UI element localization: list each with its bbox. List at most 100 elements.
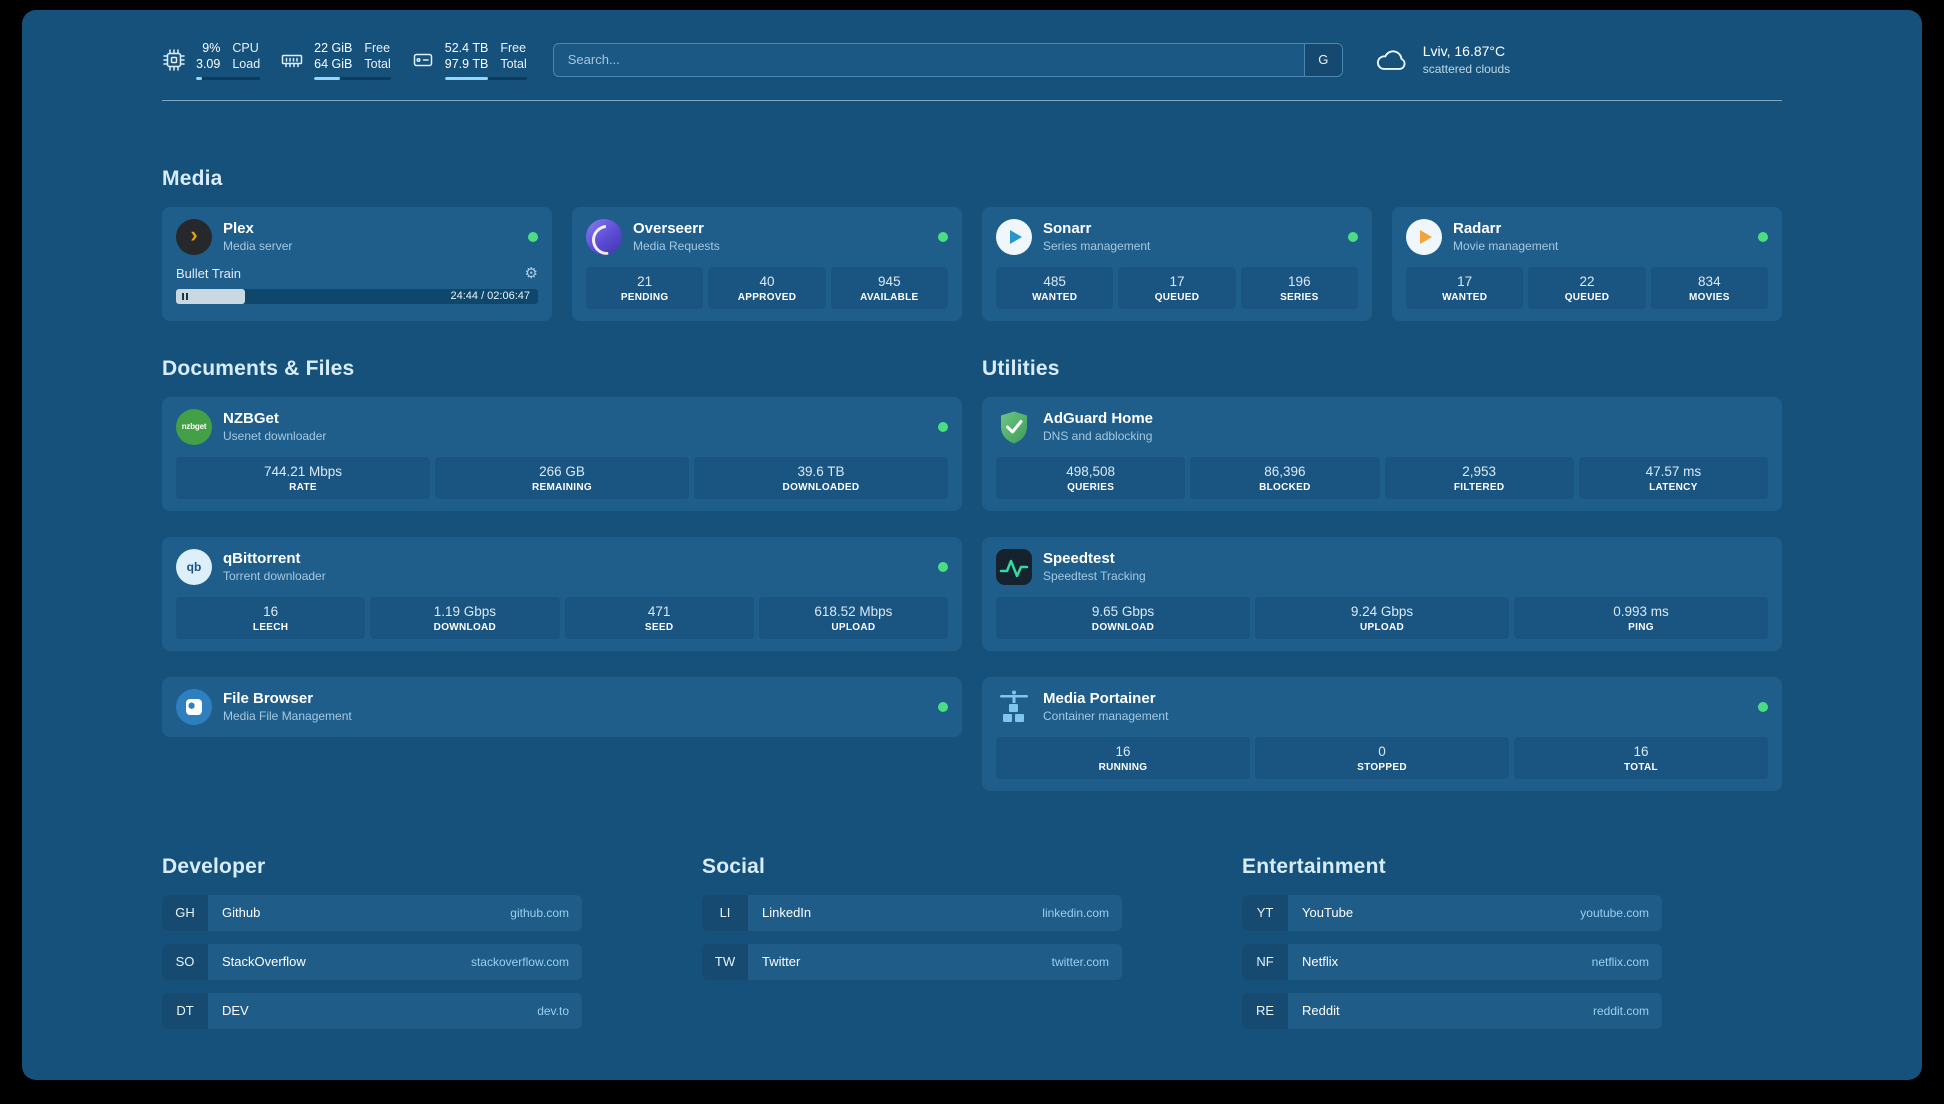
disk-progress-fill bbox=[444, 76, 489, 80]
service-card-sonarr[interactable]: Sonarr Series management 485 WANTED 17 Q… bbox=[982, 206, 1372, 321]
bookmark-reddit[interactable]: RE Reddit reddit.com bbox=[1242, 992, 1662, 1029]
memory-total-label: Total bbox=[364, 57, 391, 72]
service-card-filebrowser[interactable]: File Browser Media File Management bbox=[162, 676, 962, 737]
stat-label: BLOCKED bbox=[1259, 481, 1311, 493]
section-heading-utilities: Utilities bbox=[982, 356, 1060, 380]
bookmark-domain: dev.to bbox=[537, 1003, 569, 1018]
service-desc: DNS and adblocking bbox=[1043, 429, 1153, 443]
filebrowser-glyph bbox=[186, 698, 202, 715]
bookmark-abbr: DT bbox=[162, 992, 208, 1029]
service-desc: Media server bbox=[223, 239, 293, 253]
bookmark-twitter[interactable]: TW Twitter twitter.com bbox=[702, 943, 1122, 980]
stat-downloaded: 39.6 TB DOWNLOADED bbox=[694, 456, 948, 499]
bookmark-domain: twitter.com bbox=[1051, 954, 1109, 969]
search-provider-button[interactable]: G bbox=[1303, 43, 1342, 76]
bookmark-abbr: RE bbox=[1242, 992, 1288, 1029]
section-social: Social LI LinkedIn linkedin.com TW Twitt… bbox=[702, 855, 1242, 1029]
service-card-plex[interactable]: › Plex Media server Bullet Train ⚙ bbox=[162, 206, 552, 321]
bookmark-stackoverflow[interactable]: SO StackOverflow stackoverflow.com bbox=[162, 943, 582, 980]
stat-label: QUEUED bbox=[1154, 291, 1200, 303]
stat-download: 1.19 Gbps DOWNLOAD bbox=[370, 596, 560, 639]
stat-queued: 17 QUEUED bbox=[1118, 266, 1236, 309]
service-card-radarr[interactable]: Radarr Movie management 17 WANTED 22 QUE… bbox=[1392, 206, 1782, 321]
service-card-adguard[interactable]: AdGuard Home DNS and adblocking 498,508 … bbox=[982, 396, 1782, 511]
bookmark-name: YouTube bbox=[1302, 905, 1354, 920]
stat-remaining: 266 GB REMAINING bbox=[435, 456, 689, 499]
cpu-label: CPU bbox=[232, 41, 259, 55]
bookmark-abbr: YT bbox=[1242, 894, 1288, 931]
stat-value: 86,396 bbox=[1264, 463, 1306, 479]
playback-progress-track: 24:44 / 02:06:47 bbox=[176, 288, 538, 304]
stat-seed: 471 SEED bbox=[564, 596, 754, 639]
bookmark-dev[interactable]: DT DEV dev.to bbox=[162, 992, 582, 1029]
disk-total-label: Total bbox=[500, 57, 527, 72]
bookmark-abbr: GH bbox=[162, 894, 208, 931]
stat-label: RATE bbox=[289, 481, 317, 493]
section-heading-documents: Documents & Files bbox=[162, 356, 355, 380]
service-name: Plex bbox=[223, 220, 254, 237]
stat-value: 0.993 ms bbox=[1613, 603, 1669, 619]
service-name: AdGuard Home bbox=[1043, 410, 1154, 427]
status-dot bbox=[938, 701, 948, 712]
stat-label: AVAILABLE bbox=[860, 291, 919, 303]
service-card-qbittorrent[interactable]: qb qBittorrent Torrent downloader 16 LEE… bbox=[162, 536, 962, 651]
service-desc: Container management bbox=[1043, 709, 1169, 723]
bookmark-github[interactable]: GH Github github.com bbox=[162, 894, 582, 931]
service-card-nzbget[interactable]: nzbget NZBGet Usenet downloader 744.21 M… bbox=[162, 396, 962, 511]
stat-value: 16 bbox=[1633, 743, 1649, 759]
gear-icon[interactable]: ⚙ bbox=[524, 264, 538, 282]
bookmark-netflix[interactable]: NF Netflix netflix.com bbox=[1242, 943, 1662, 980]
stat-leech: 16 LEECH bbox=[176, 596, 366, 639]
service-name: Overseerr bbox=[633, 220, 704, 237]
bookmark-name: Twitter bbox=[762, 954, 801, 969]
plex-now-playing: Bullet Train ⚙ 24:44 / 02:06:47 bbox=[176, 266, 538, 304]
stat-value: 196 bbox=[1288, 273, 1311, 289]
bookmark-youtube[interactable]: YT YouTube youtube.com bbox=[1242, 894, 1662, 931]
stat-series: 196 SERIES bbox=[1240, 266, 1358, 309]
stat-value: 498,508 bbox=[1066, 463, 1116, 479]
stat-value: 22 bbox=[1579, 273, 1595, 289]
disk-progress-track bbox=[444, 76, 527, 80]
stat-value: 47.57 ms bbox=[1645, 463, 1702, 479]
stat-blocked: 86,396 BLOCKED bbox=[1190, 456, 1380, 499]
stat-value: 834 bbox=[1698, 273, 1721, 289]
pause-icon bbox=[182, 293, 188, 300]
cpu-icon bbox=[163, 49, 185, 71]
section-documents: Documents & Files nzbget NZBGet Usenet d… bbox=[162, 357, 962, 737]
stat-ping: 0.993 ms PING bbox=[1514, 596, 1768, 639]
service-card-overseerr[interactable]: Overseerr Media Requests 21 PENDING 40 A… bbox=[572, 206, 962, 321]
service-card-speedtest[interactable]: Speedtest Speedtest Tracking 9.65 Gbps D… bbox=[982, 536, 1782, 651]
bookmark-linkedin[interactable]: LI LinkedIn linkedin.com bbox=[702, 894, 1122, 931]
service-desc: Torrent downloader bbox=[223, 569, 326, 583]
status-dot bbox=[1758, 231, 1768, 242]
search-input[interactable] bbox=[553, 43, 1304, 76]
bookmark-name: Github bbox=[222, 905, 261, 920]
weather-widget: Lviv, 16.87°C scattered clouds bbox=[1373, 43, 1510, 76]
stat-value: 266 GB bbox=[539, 463, 585, 479]
service-name: Media Portainer bbox=[1043, 690, 1156, 707]
bookmark-abbr: SO bbox=[162, 943, 208, 980]
stat-value: 1.19 Gbps bbox=[433, 603, 497, 619]
service-card-portainer[interactable]: Media Portainer Container management 16 … bbox=[982, 676, 1782, 791]
playback-progress-fill bbox=[176, 288, 245, 304]
portainer-icon bbox=[996, 689, 1032, 725]
weather-condition: scattered clouds bbox=[1422, 62, 1511, 77]
service-name: Speedtest bbox=[1043, 550, 1115, 567]
bookmark-domain: stackoverflow.com bbox=[470, 954, 569, 969]
overseerr-icon bbox=[586, 218, 622, 255]
speedtest-icon bbox=[996, 548, 1032, 585]
qbittorrent-icon: qb bbox=[176, 548, 212, 585]
filebrowser-icon bbox=[176, 688, 212, 725]
memory-total-value: 64 GiB bbox=[314, 57, 353, 72]
stat-label: QUEUED bbox=[1564, 291, 1610, 303]
bookmark-name: Reddit bbox=[1302, 1003, 1340, 1018]
disk-icon bbox=[413, 53, 433, 66]
top-bar: 9% 3.09 CPU Load bbox=[162, 40, 1782, 80]
stat-label: SEED bbox=[644, 621, 674, 633]
service-name: qBittorrent bbox=[223, 550, 301, 567]
bookmark-domain: linkedin.com bbox=[1042, 905, 1109, 920]
playback-time: 24:44 / 02:06:47 bbox=[450, 290, 530, 302]
status-dot bbox=[938, 561, 948, 572]
stat-value: 16 bbox=[263, 603, 279, 619]
stat-value: 618.52 Mbps bbox=[814, 603, 893, 619]
